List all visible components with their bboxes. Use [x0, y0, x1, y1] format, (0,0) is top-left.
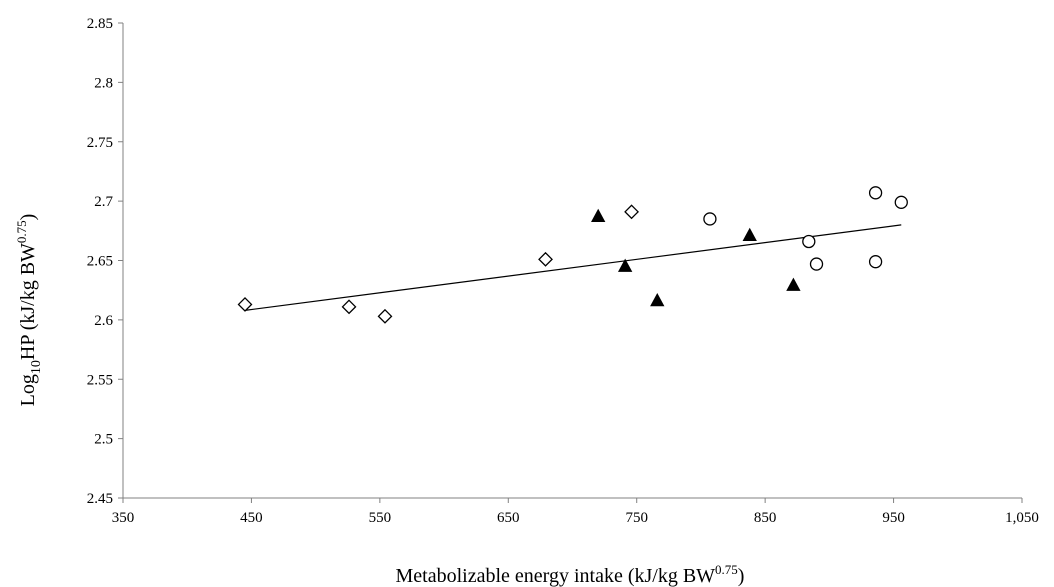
- x-axis-title: Metabolizable energy intake (kJ/kg BW0.7…: [396, 562, 745, 587]
- y-tick-label: 2.6: [94, 313, 113, 329]
- y-tick-label: 2.55: [87, 372, 113, 388]
- trendline-group: [244, 224, 902, 311]
- data-points: [237, 186, 908, 324]
- circle-point: [809, 257, 824, 271]
- trendline: [244, 224, 902, 311]
- y-axis-title: Log10HP (kJ/kg BW0.75): [14, 214, 44, 407]
- diamond-point: [538, 251, 553, 267]
- circle-point: [868, 255, 883, 269]
- x-tick-label: 750: [625, 510, 648, 526]
- tick-labels: 350 450 550 650 750 850 950 1,050 2.45 2.5 2.55 2.6…: [87, 16, 1039, 526]
- y-tick-label: 2.85: [87, 16, 113, 32]
- diamond-point: [377, 308, 393, 324]
- triangle-point: [742, 227, 757, 241]
- circle-point: [894, 195, 908, 209]
- circle-point: [802, 234, 816, 249]
- y-tick-label: 2.75: [87, 135, 113, 151]
- x-tick-label: 350: [112, 510, 135, 526]
- diamond-point: [341, 299, 357, 315]
- x-tick-label: 950: [882, 510, 905, 526]
- y-tick-label: 2.45: [87, 491, 113, 507]
- y-tick-label: 2.65: [87, 254, 113, 270]
- y-tick-label: 2.8: [94, 75, 113, 91]
- x-tick-label: 1,050: [1005, 510, 1039, 526]
- x-tick-label: 650: [497, 510, 520, 526]
- y-tick-label: 2.7: [94, 194, 113, 210]
- circle-point: [868, 186, 883, 200]
- triangle-point: [591, 208, 606, 222]
- triangle-point: [650, 293, 665, 307]
- diamond-point: [237, 297, 253, 312]
- x-tick-label: 850: [754, 510, 777, 526]
- triangle-point: [617, 258, 633, 272]
- x-tick-label: 550: [369, 510, 392, 526]
- diamond-point: [624, 204, 639, 220]
- x-tick-label: 450: [240, 510, 263, 526]
- triangle-point: [786, 277, 801, 291]
- axes: [118, 22, 1023, 503]
- y-tick-label: 2.5: [94, 432, 113, 448]
- circle-point: [703, 212, 717, 226]
